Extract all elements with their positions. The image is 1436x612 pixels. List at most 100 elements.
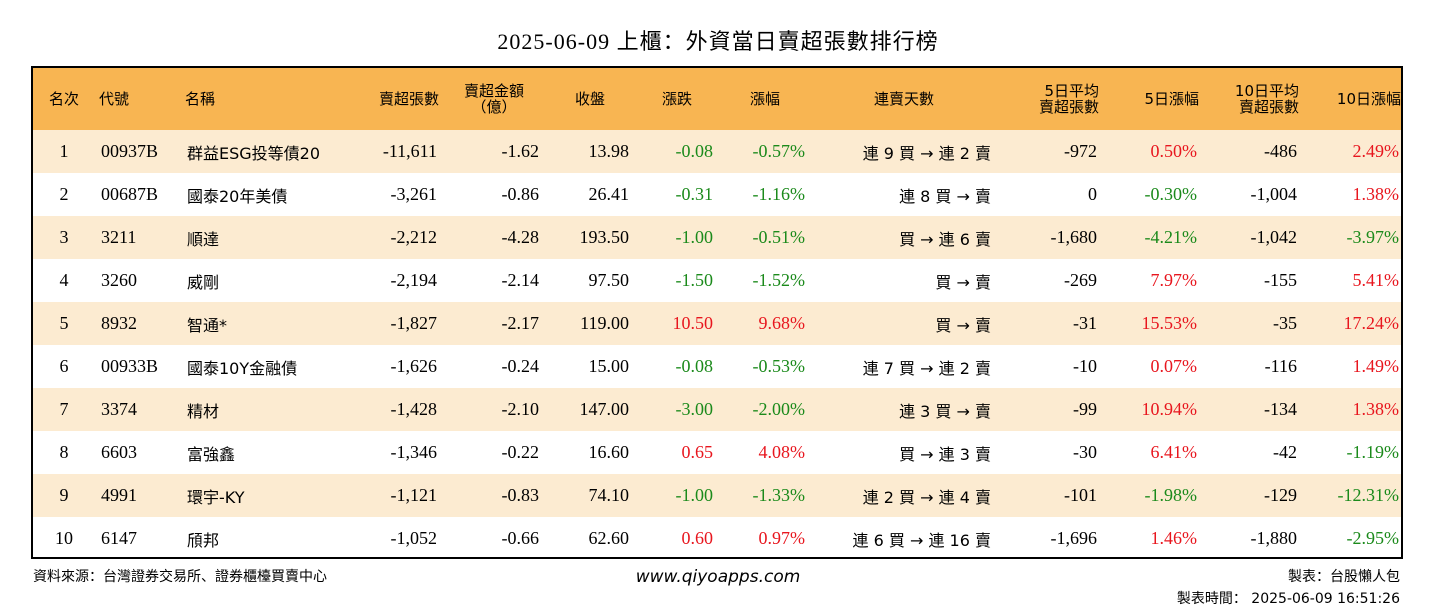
table-row[interactable]: 4 3260 威剛 -2,194 -2.14 97.50 -1.50 -1.52% 買 → 賣 -… (33, 259, 1401, 302)
table-row[interactable]: 2 00687B 國泰20年美債 -3,261 -0.86 26.41 -0.31 -1.16… (33, 173, 1401, 216)
sell-amount-cell: -2.17 (501, 313, 540, 333)
code-cell: 3211 (101, 227, 137, 247)
pct10-cell: 5.41% (1352, 270, 1400, 290)
rank-cell: 4 (59, 270, 69, 290)
header-pct5[interactable]: 5日漲幅 (1144, 90, 1199, 108)
table-row[interactable]: 6 00933B 國泰10Y金融債 -1,626 -0.24 15.00 -0.08 -0.5… (33, 345, 1401, 388)
change-cell: 0.65 (681, 442, 714, 462)
footer-source: 資料來源：台灣證券交易所、證券櫃檯買賣中心 (33, 569, 327, 585)
table-row[interactable]: 5 8932 智通* -1,827 -2.17 119.00 10.50 9.68% 買 → 賣… (33, 302, 1401, 345)
avg5-cell: -972 (1064, 141, 1097, 161)
name-cell: 頎邦 (187, 530, 220, 550)
table-header-row: 名次 代號 名稱 賣超張數 賣超金額 （億） 收盤 漲跌 漲幅 連賣天數 5日平… (33, 68, 1401, 130)
rank-cell: 6 (59, 356, 69, 376)
pct5-cell: -4.21% (1144, 227, 1198, 247)
avg10-cell: -134 (1264, 399, 1297, 419)
change-cell: -1.50 (675, 270, 714, 290)
code-cell: 8932 (101, 313, 137, 333)
header-sell-amount[interactable]: 賣超金額 （億） (463, 82, 524, 116)
avg10-cell: -129 (1264, 485, 1297, 505)
change-cell: -1.00 (675, 227, 714, 247)
code-cell: 6147 (101, 528, 137, 548)
streak-cell: 買 → 連 3 賣 (899, 444, 991, 464)
header-change[interactable]: 漲跌 (661, 90, 692, 108)
pct10-cell: 1.38% (1352, 184, 1400, 204)
close-cell: 16.60 (588, 442, 630, 462)
change-cell: -0.08 (675, 141, 714, 161)
close-cell: 62.60 (588, 528, 630, 548)
streak-cell: 連 2 買 → 連 4 賣 (862, 487, 991, 507)
pct5-cell: 0.07% (1150, 356, 1198, 376)
rank-cell: 10 (55, 528, 73, 548)
avg5-cell: 0 (1088, 184, 1097, 204)
header-avg5[interactable]: 5日平均 賣超張數 (1038, 82, 1099, 116)
change-cell: 0.60 (681, 528, 714, 548)
pct5-cell: 7.97% (1150, 270, 1198, 290)
pct10-cell: 1.38% (1352, 399, 1400, 419)
header-close[interactable]: 收盤 (574, 90, 605, 108)
sell-amount-cell: -2.14 (501, 270, 540, 290)
change-cell: -0.31 (675, 184, 714, 204)
streak-cell: 連 6 買 → 連 16 賣 (852, 530, 991, 550)
name-cell: 富強鑫 (187, 444, 236, 464)
streak-cell: 買 → 賣 (935, 272, 991, 292)
header-streak[interactable]: 連賣天數 (873, 90, 934, 108)
header-pct10[interactable]: 10日漲幅 (1336, 90, 1401, 108)
code-cell: 00933B (101, 356, 159, 376)
pct5-cell: 1.46% (1150, 528, 1198, 548)
streak-cell: 連 9 買 → 連 2 賣 (862, 143, 991, 163)
table-row[interactable]: 8 6603 富強鑫 -1,346 -0.22 16.60 0.65 4.08% 買 → 連 3… (33, 431, 1401, 474)
table-row[interactable]: 1 00937B 群益ESG投等債20 -11,611 -1.62 13.98 -0.08 -… (33, 130, 1401, 173)
pct10-cell: 17.24% (1343, 313, 1400, 333)
close-cell: 15.00 (588, 356, 630, 376)
header-change-pct[interactable]: 漲幅 (749, 90, 780, 108)
change-pct-cell: -1.33% (752, 485, 806, 505)
footer-time: 製表時間： 2025-06-09 16:51:26 (1176, 591, 1400, 607)
sell-amount-cell: -0.83 (501, 485, 540, 505)
header-name[interactable]: 名稱 (185, 90, 216, 108)
table-row[interactable]: 3 3211 順達 -2,212 -4.28 193.50 -1.00 -0.51% 買 → 連… (33, 216, 1401, 259)
name-cell: 國泰10Y金融債 (187, 358, 298, 378)
sell-amount-cell: -0.22 (501, 442, 540, 462)
avg5-cell: -1,696 (1050, 528, 1098, 548)
name-cell: 順達 (187, 229, 220, 249)
name-cell: 群益ESG投等債20 (187, 143, 321, 163)
avg5-cell: -30 (1073, 442, 1097, 462)
header-sell-volume[interactable]: 賣超張數 (378, 90, 439, 108)
header-avg10[interactable]: 10日平均 賣超張數 (1234, 82, 1299, 116)
avg5-cell: -1,680 (1050, 227, 1098, 247)
change-pct-cell: -2.00% (752, 399, 806, 419)
rank-cell: 7 (59, 399, 69, 419)
avg5-cell: -31 (1073, 313, 1097, 333)
avg10-cell: -486 (1264, 141, 1297, 161)
pct10-cell: -1.19% (1346, 442, 1400, 462)
sell-volume-cell: -11,611 (382, 141, 437, 161)
footer-maker-block: 製表：台股懶人包 製表時間： 2025-06-09 16:51:26 (1177, 566, 1400, 610)
sell-volume-cell: -1,052 (390, 528, 438, 548)
avg10-cell: -155 (1264, 270, 1297, 290)
header-code[interactable]: 代號 (99, 90, 130, 108)
streak-cell: 連 7 買 → 連 2 賣 (862, 358, 991, 378)
avg10-cell: -42 (1273, 442, 1297, 462)
streak-cell: 連 8 買 → 賣 (899, 186, 991, 206)
streak-cell: 買 → 連 6 賣 (899, 229, 991, 249)
sell-amount-cell: -0.66 (501, 528, 540, 548)
sell-volume-cell: -1,121 (390, 485, 438, 505)
rank-cell: 3 (59, 227, 69, 247)
avg5-cell: -101 (1064, 485, 1097, 505)
table-row[interactable]: 10 6147 頎邦 -1,052 -0.66 62.60 0.60 0.97% 連 6 買 →… (33, 517, 1401, 557)
table-row[interactable]: 9 4991 環宇-KY -1,121 -0.83 74.10 -1.00 -1.33% 連 2… (33, 474, 1401, 517)
header-rank[interactable]: 名次 (48, 90, 79, 108)
rank-cell: 8 (59, 442, 69, 462)
close-cell: 74.10 (588, 485, 630, 505)
pct10-cell: -2.95% (1346, 528, 1400, 548)
avg10-cell: -116 (1264, 356, 1297, 376)
sell-amount-cell: -4.28 (501, 227, 540, 247)
footer-maker: 製表：台股懶人包 (1288, 569, 1400, 585)
table-row[interactable]: 7 3374 精材 -1,428 -2.10 147.00 -3.00 -2.00% 連 3 買… (33, 388, 1401, 431)
avg10-cell: -35 (1273, 313, 1297, 333)
code-cell: 6603 (101, 442, 137, 462)
footer-url[interactable]: www.qiyoapps.com (635, 567, 801, 587)
close-cell: 147.00 (579, 399, 630, 419)
name-cell: 智通* (187, 315, 228, 335)
